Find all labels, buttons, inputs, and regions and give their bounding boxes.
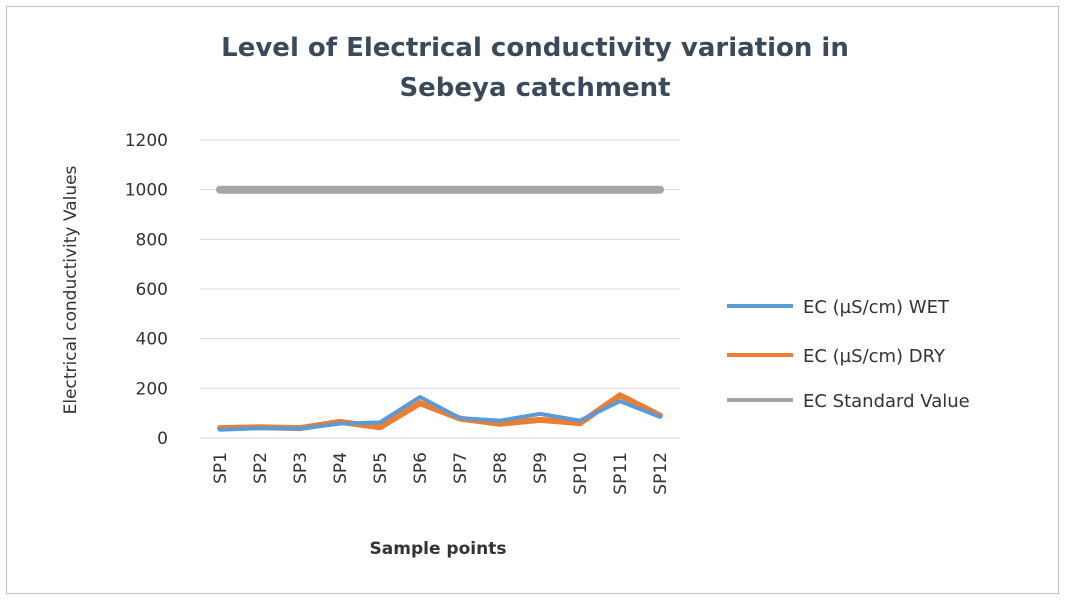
legend-item: EC (µS/cm) WET <box>727 297 950 318</box>
y-tick-label: 0 <box>157 429 168 449</box>
y-tick-label: 200 <box>136 379 168 399</box>
x-tick-label: SP11 <box>611 452 631 495</box>
chart-title-line-2: Sebeya catchment <box>399 73 670 103</box>
x-tick-label: SP3 <box>291 452 311 484</box>
y-tick-label: 1200 <box>125 131 168 151</box>
series-line-1 <box>218 395 662 432</box>
x-tick-label: SP4 <box>331 452 351 484</box>
x-tick-label: SP12 <box>651 452 671 495</box>
chart-title-line-1: Level of Electrical conductivity variati… <box>221 33 849 63</box>
y-tick-label: 1000 <box>125 181 168 201</box>
y-tick-label: 400 <box>136 330 168 350</box>
y-axis-title: Electrical conductivity Values <box>61 165 81 414</box>
x-axis-ticks: SP1 SP2 SP3 SP4 SP5 SP6 SP7 SP8 SP9 SP10 SP11 SP12 <box>211 452 671 495</box>
gridlines <box>200 139 680 439</box>
y-axis-ticks: 0 200 400 600 800 1000 1200 <box>125 131 168 449</box>
legend-label: EC (µS/cm) WET <box>803 297 950 318</box>
y-tick-label: 800 <box>136 230 168 250</box>
legend: EC (µS/cm) WET EC (µS/cm) DRY EC Standard … <box>727 297 970 412</box>
legend-label: EC (µS/cm) DRY <box>803 346 946 367</box>
x-tick-label: SP8 <box>491 452 511 484</box>
series-lines <box>216 185 664 432</box>
chart-frame <box>6 6 1059 594</box>
x-tick-label: SP2 <box>251 452 271 484</box>
x-tick-label: SP7 <box>451 452 471 484</box>
legend-item: EC Standard Value <box>727 391 970 412</box>
x-tick-label: SP1 <box>211 452 231 484</box>
legend-label: EC Standard Value <box>803 391 970 412</box>
x-tick-label: SP5 <box>371 452 391 484</box>
legend-item: EC (µS/cm) DRY <box>727 346 946 367</box>
x-tick-label: SP9 <box>531 452 551 484</box>
x-axis-title: Sample points <box>370 539 507 559</box>
x-tick-label: SP6 <box>411 452 431 484</box>
y-tick-label: 600 <box>136 280 168 300</box>
x-tick-label: SP10 <box>571 452 591 495</box>
